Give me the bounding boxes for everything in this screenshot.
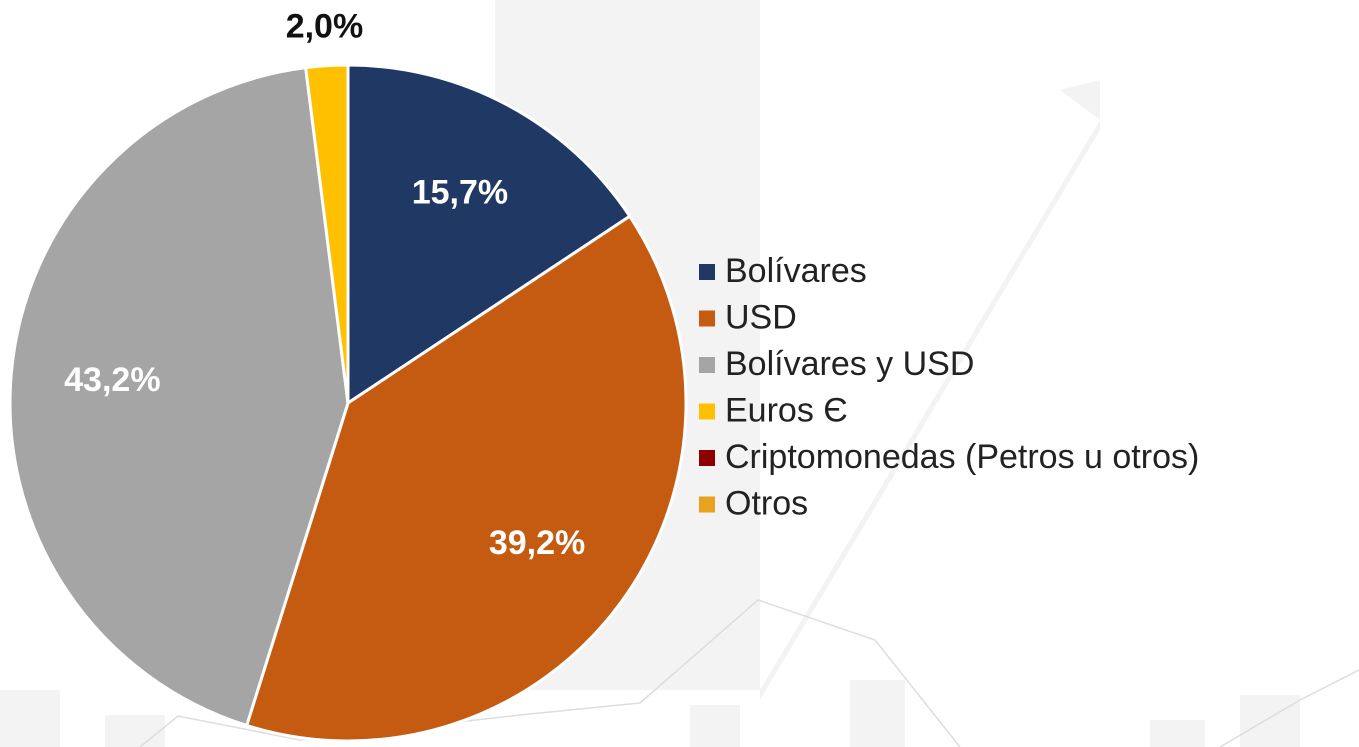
data-label: 39,2%	[489, 524, 585, 562]
data-labels: 15,7% 39,2% 43,2% 2,0%	[64, 8, 585, 563]
data-label: 2,0%	[286, 8, 364, 46]
pie-slice	[346, 63, 632, 405]
legend-label: Euros Є	[725, 391, 848, 429]
legend-swatch	[699, 403, 715, 420]
legend-label: Bolívares	[725, 252, 867, 290]
legend: Bolívares USD Bolívares y USD Euros Є Cripto…	[699, 252, 1199, 522]
legend-label: USD	[725, 298, 797, 336]
pie	[8, 63, 688, 743]
pie-slice	[245, 214, 688, 743]
legend-label: Otros	[725, 484, 808, 522]
data-label: 43,2%	[64, 361, 160, 399]
legend-swatch	[699, 264, 715, 280]
legend-swatch	[699, 450, 715, 466]
legend-swatch	[699, 496, 715, 513]
watermark-line	[139, 599, 1359, 747]
pie-slice	[8, 66, 350, 727]
legend-label: Criptomonedas (Petros u otros)	[725, 438, 1199, 476]
legend-swatch	[699, 357, 715, 373]
legend-swatch	[699, 310, 715, 327]
legend-label: Bolívares y USD	[725, 345, 974, 383]
data-label: 15,7%	[412, 174, 508, 212]
